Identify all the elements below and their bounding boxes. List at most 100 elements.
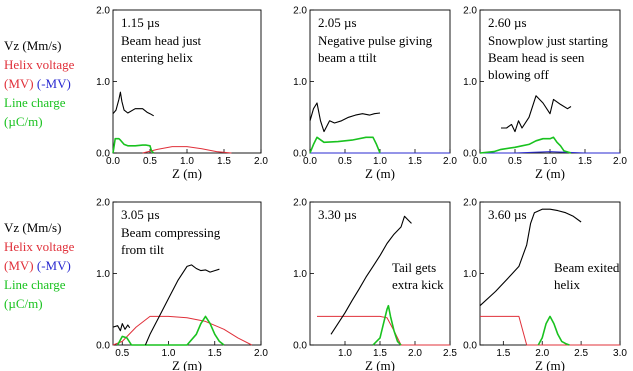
plot-frame [112,201,262,346]
y-tick-label: 0.0 [96,149,110,160]
x-axis-label: Z (m) [365,166,395,181]
time-label: 1.15 µs [121,15,160,30]
series-line-vz [309,102,381,133]
y-tick-label: 0.0 [96,341,110,352]
legend-line-charge-units: (µC/m) [4,114,43,129]
x-tick-label: 0.0 [106,156,120,167]
annotation-line: Beam head just [121,33,202,48]
x-tick-label: 0.5 [143,156,157,167]
time-label: 3.60 µs [488,207,527,222]
x-axis-label: Z (m) [365,358,395,371]
x-axis-label: Z (m) [172,166,202,181]
legend-line-charge-label: Line charge [4,277,66,292]
x-tick-label: 0.0 [303,156,317,167]
y-tick-label: 2.0 [293,6,307,17]
series-line-vz [501,95,572,133]
annotation-line: entering helix [121,50,193,65]
x-axis-label: Z (m) [535,166,565,181]
x-tick-label: 0.5 [508,156,522,167]
annotation-line: Tail gets [392,260,436,275]
legend-helix-label: Helix voltage [4,57,75,72]
series-line-vz [479,208,582,307]
legend-vz-label: Vz (Mm/s) [4,38,62,53]
series-line-line-charge [309,136,381,154]
x-tick-label: 1.0 [373,156,387,167]
series-line-line-charge [479,136,572,154]
x-tick-label: 1.0 [543,156,557,167]
series-line-vz [112,91,154,117]
annotation-line: beam a ttilt [318,50,377,65]
annotation-line: from tilt [121,242,164,257]
y-tick-label: 0.0 [463,149,477,160]
series-line-vz [330,215,412,335]
x-tick-label: 2.5 [574,348,588,359]
series-line-helix-pos [142,146,232,154]
x-tick-label: 2.0 [443,156,457,167]
x-tick-label: 0.0 [473,156,487,167]
legend-vz-label: Vz (Mm/s) [4,220,62,235]
series-line-helix-pos [317,315,450,346]
legend-bottom: Vz (Mm/s) Helix voltage (MV) (-MV) Line … [4,218,74,313]
x-tick-label: 2.0 [254,156,268,167]
annotation-line: blowing off [488,67,549,82]
y-tick-label: 1.0 [293,269,307,280]
time-label: 2.05 µs [318,15,357,30]
y-tick-label: 2.0 [463,6,477,17]
time-label: 2.60 µs [488,15,527,30]
plot-frame [309,9,451,154]
x-tick-label: 1.5 [578,156,592,167]
series-line-line-charge [537,315,570,346]
x-tick-label: 1.5 [208,348,222,359]
y-tick-label: 0.0 [463,341,477,352]
annotation-line: Beam compressing [121,225,221,240]
series-line-helix-pos [112,315,253,346]
series-line-helix-pos [480,315,620,346]
y-tick-label: 1.0 [293,77,307,88]
annotation-line: extra kick [392,277,444,292]
x-tick-label: 2.0 [408,348,422,359]
annotation-line: helix [554,277,580,292]
x-tick-label: 2.0 [254,348,268,359]
y-tick-label: 2.0 [96,6,110,17]
y-tick-label: 0.0 [293,149,307,160]
y-tick-label: 2.0 [293,198,307,209]
x-tick-label: 0.5 [115,348,129,359]
series-line-line-charge [112,137,155,154]
x-axis-label: Z (m) [535,358,565,371]
x-tick-label: 1.5 [217,156,231,167]
x-tick-label: 1.5 [496,348,510,359]
time-label: 3.30 µs [318,207,357,222]
x-axis-label: Z (m) [172,358,202,371]
y-tick-label: 1.0 [96,269,110,280]
x-tick-label: 2.0 [535,348,549,359]
annotation-line: Beam exited [554,260,620,275]
x-tick-label: 3.0 [613,348,627,359]
legend-helix-pos: (MV) [4,258,34,273]
legend-line-charge-units: (µC/m) [4,296,43,311]
x-tick-label: 2.0 [613,156,627,167]
series-line-helix-neg [480,151,620,154]
y-tick-label: 2.0 [463,198,477,209]
series-line-line-charge [116,315,225,346]
y-tick-label: 1.0 [463,77,477,88]
x-tick-label: 0.5 [338,156,352,167]
x-tick-label: 1.0 [338,348,352,359]
annotation-line: Negative pulse giving [318,33,433,48]
time-label: 3.05 µs [121,207,160,222]
x-tick-label: 1.0 [180,156,194,167]
series-line-vz [144,264,220,346]
legend-helix-units: (MV) (-MV) [4,74,74,93]
legend-helix-neg: (-MV) [36,76,71,91]
legend-helix-units: (MV) (-MV) [4,256,74,275]
legend-line-charge-label: Line charge [4,95,66,110]
y-tick-label: 1.0 [96,77,110,88]
annotation-line: Beam head is seen [488,50,585,65]
y-tick-label: 1.0 [463,269,477,280]
x-tick-label: 1.0 [162,348,176,359]
legend-helix-neg: (-MV) [36,258,71,273]
series-line-line-charge [372,304,402,346]
plot-frame [112,9,262,154]
x-tick-label: 1.5 [408,156,422,167]
y-tick-label: 0.0 [293,341,307,352]
